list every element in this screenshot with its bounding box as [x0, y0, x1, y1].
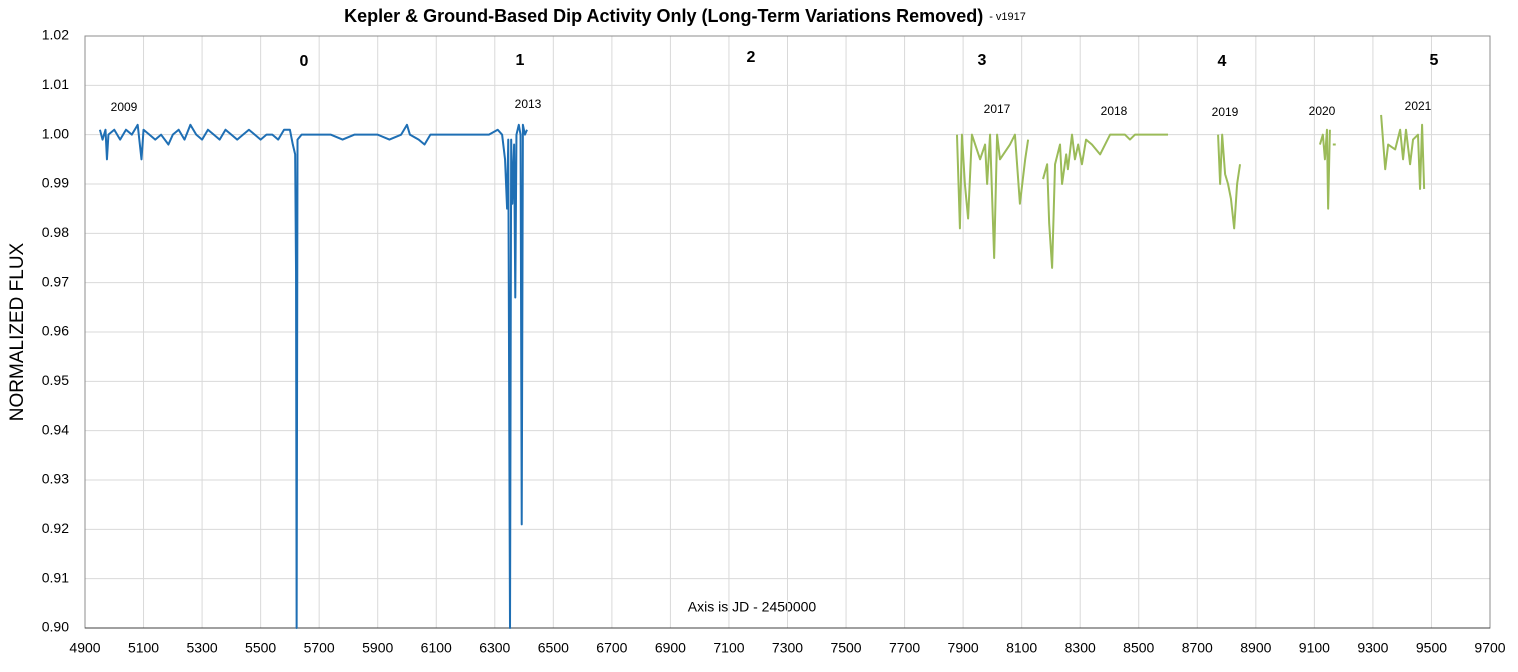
- x-tick-label: 6100: [421, 640, 452, 656]
- x-tick-label: 9500: [1416, 640, 1447, 656]
- y-tick-label: 1.02: [42, 27, 69, 43]
- x-tick-label: 6500: [538, 640, 569, 656]
- x-tick-label: 8300: [1065, 640, 1096, 656]
- x-tick-label: 7100: [713, 640, 744, 656]
- title: Kepler & Ground-Based Dip Activity Only …: [344, 6, 983, 26]
- annotation: 3: [978, 52, 987, 69]
- x-tick-label: 5900: [362, 640, 393, 656]
- x-tick-label: 7500: [830, 640, 861, 656]
- x-tick-label: 7300: [772, 640, 803, 656]
- y-tick-label: 0.98: [42, 224, 69, 240]
- annotation: 2: [747, 49, 756, 66]
- year-label: 2009: [111, 100, 138, 114]
- y-tick-label: 1.01: [42, 76, 69, 92]
- subtitle: - v1917: [989, 11, 1026, 23]
- year-label: 2019: [1212, 105, 1239, 119]
- y-tick-label: 0.92: [42, 520, 69, 536]
- x-tick-label: 8500: [1123, 640, 1154, 656]
- y-axis-label: NORMALIZED FLUX: [7, 242, 28, 421]
- x-tick-label: 6900: [655, 640, 686, 656]
- x-note: Axis is JD - 2450000: [688, 599, 817, 615]
- x-tick-label: 5300: [187, 640, 218, 656]
- chart-title: Kepler & Ground-Based Dip Activity Only …: [344, 6, 1026, 26]
- annotation: 4: [1218, 53, 1227, 70]
- annotation: 0: [300, 53, 309, 70]
- x-tick-label: 9100: [1299, 640, 1330, 656]
- y-tick-label: 1.00: [42, 125, 69, 141]
- y-tick-label: 0.94: [42, 421, 69, 437]
- year-label: 2018: [1101, 104, 1128, 118]
- x-tick-label: 9700: [1474, 640, 1505, 656]
- data-line: [955, 114, 1426, 269]
- annotation: 1: [516, 52, 525, 69]
- x-tick-label: 4900: [69, 640, 100, 656]
- x-tick-label: 5700: [304, 640, 335, 656]
- y-tick-label: 0.95: [42, 372, 69, 388]
- y-tick-label: 0.91: [42, 569, 69, 585]
- x-tick-label: 6300: [479, 640, 510, 656]
- y-tick-label: 0.96: [42, 323, 69, 339]
- x-tick-label: 8100: [1006, 640, 1037, 656]
- data-line: [98, 123, 528, 629]
- x-tick-label: 7900: [948, 640, 979, 656]
- y-tick-label: 0.99: [42, 175, 69, 191]
- x-tick-label: 8900: [1240, 640, 1271, 656]
- annotation: 5: [1430, 52, 1439, 69]
- x-tick-label: 8700: [1182, 640, 1213, 656]
- year-label: 2017: [984, 102, 1011, 116]
- y-tick-label: 0.97: [42, 273, 69, 289]
- year-label: 2020: [1309, 104, 1336, 118]
- x-tick-label: 9300: [1357, 640, 1388, 656]
- x-tick-label: 7700: [889, 640, 920, 656]
- y-tick-label: 0.93: [42, 471, 69, 487]
- x-tick-label: 5100: [128, 640, 159, 656]
- x-tick-label: 6700: [596, 640, 627, 656]
- year-label: 2013: [515, 97, 542, 111]
- year-label: 2021: [1405, 99, 1432, 113]
- y-tick-label: 0.90: [42, 619, 69, 635]
- x-tick-label: 5500: [245, 640, 276, 656]
